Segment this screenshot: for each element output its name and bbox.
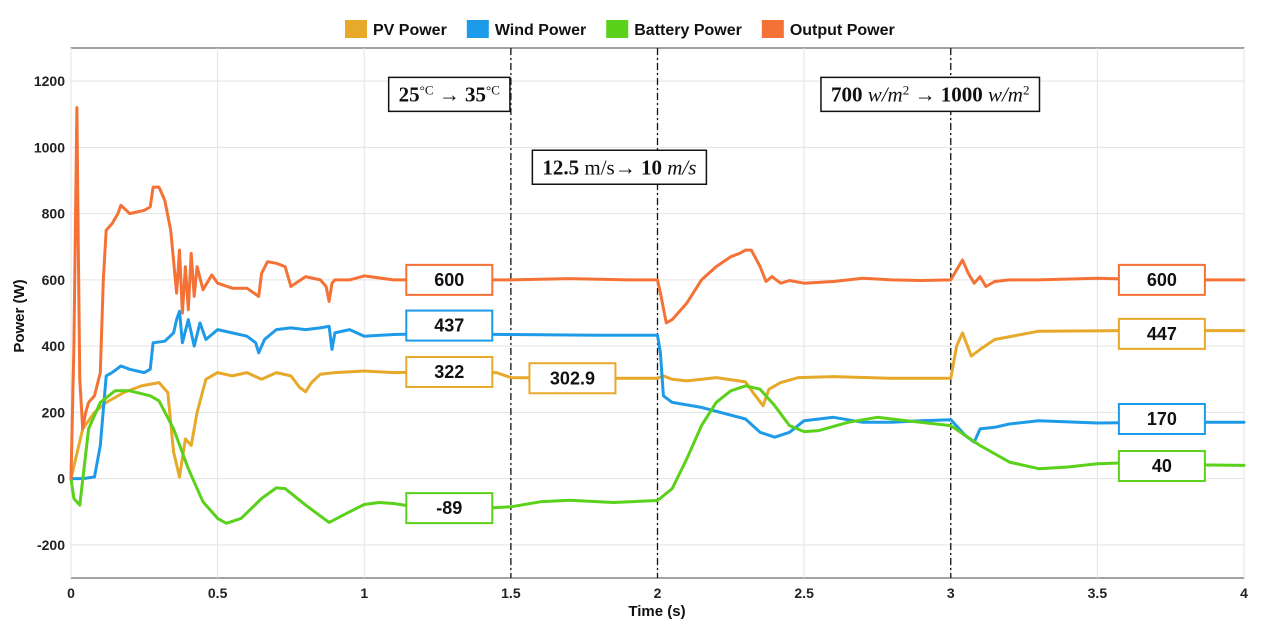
annotation-box: [387, 76, 511, 113]
x-tick-label: 1: [360, 585, 368, 601]
value-label: 40: [1117, 450, 1206, 483]
x-axis-label: Time (s): [628, 603, 685, 620]
annotation-text: 25°C → 35°C: [399, 82, 500, 107]
y-tick-label: -200: [37, 537, 65, 553]
value-label-box: [405, 355, 494, 388]
value-label-text: 40: [1152, 456, 1172, 476]
legend-swatch-output-power: [761, 20, 784, 38]
annotation-box: [820, 76, 1041, 113]
y-axis-label: Power (W): [11, 279, 28, 352]
x-tick-label: 3.5: [1088, 585, 1108, 601]
annotation-part: w/m: [983, 82, 1023, 106]
x-tick-label: 0.5: [208, 585, 228, 601]
annotation-part: m/s: [662, 155, 696, 179]
value-label-box: [528, 362, 617, 395]
legend-swatch-pv-power: [345, 20, 367, 38]
annotation-part: 2: [1023, 82, 1029, 97]
value-label: 437: [405, 309, 494, 342]
value-label-box: [1117, 317, 1206, 350]
annotation-part: 10: [641, 155, 662, 179]
value-label-box: [1117, 263, 1206, 296]
annotation-part: 35: [465, 82, 486, 106]
legend-label-output-power: Output Power: [790, 22, 895, 39]
annotation-part: 2: [903, 82, 910, 97]
annotation-temp: 25°C → 35°C: [387, 76, 511, 113]
legend: PV Power Wind Power Battery Power Output Po…: [345, 20, 895, 39]
y-tick-labels: -200 0 200 400 600 800 1000 1200: [34, 73, 65, 553]
value-label: 600: [405, 263, 494, 296]
annotation-wind: 12.5 m/s→ 10 m/s: [531, 149, 708, 185]
value-label-box: [1117, 403, 1206, 435]
legend-label-pv-power: PV Power: [373, 22, 447, 39]
value-label-text: 302.9: [550, 368, 595, 388]
annotation-text: 12.5 m/s→ 10 m/s: [542, 155, 696, 179]
y-tick-label: 600: [42, 272, 66, 288]
vertical-markers: [510, 48, 952, 578]
annotation-text: 700 w/m2 → 1000 w/m2: [831, 82, 1030, 107]
annotation-part: 12.5: [542, 155, 579, 179]
value-label: 302.9: [528, 362, 617, 395]
y-tick-label: 1000: [34, 139, 65, 155]
annotation-part: w/m: [862, 82, 902, 106]
y-tick-label: 200: [42, 404, 66, 420]
value-label-text: 322: [434, 362, 464, 382]
annotation-part: °C: [486, 82, 500, 97]
annotation-part: 1000: [941, 82, 983, 106]
y-tick-label: 0: [57, 471, 65, 487]
annotation-box: [531, 149, 708, 185]
value-label: 322: [405, 355, 494, 388]
y-tick-label: 400: [42, 338, 66, 354]
value-label: -89: [405, 492, 494, 525]
x-tick-label: 2.5: [794, 585, 814, 601]
value-label-text: 600: [434, 270, 464, 290]
legend-swatch-wind-power: [466, 20, 489, 38]
value-label: 447: [1117, 317, 1206, 350]
legend-swatch-battery-power: [606, 20, 629, 38]
value-label-text: 447: [1147, 324, 1177, 344]
annotation-part: 700: [831, 82, 863, 106]
annotation-part: 25: [399, 82, 420, 106]
legend-label-battery-power: Battery Power: [634, 22, 742, 39]
y-tick-label: 800: [42, 206, 66, 222]
value-label-box: [405, 492, 494, 525]
value-label-box: [1117, 450, 1206, 483]
annotation-irr: 700 w/m2 → 1000 w/m2: [820, 76, 1041, 113]
annotation-part: →: [909, 82, 941, 106]
x-tick-label: 1.5: [501, 585, 521, 601]
y-tick-label: 1200: [34, 73, 65, 89]
x-tick-labels: 0 0.5 1 1.5 2 2.5 3 3.5 4: [67, 585, 1248, 601]
annotation-part: →: [434, 82, 466, 106]
value-label: 170: [1117, 403, 1206, 435]
series-line-battery-power: [69, 384, 1246, 525]
value-label-box: [405, 263, 494, 296]
annotation-part: m/s→: [579, 155, 641, 179]
value-label-text: -89: [436, 498, 462, 518]
series-line-output-power: [69, 106, 1246, 481]
legend-label-wind-power: Wind Power: [495, 22, 586, 39]
value-label-text: 437: [434, 316, 464, 336]
value-labels: 600 437 322 302.9 -89 600 447 170 40: [405, 263, 1206, 525]
value-label-box: [405, 309, 494, 342]
annotation-part: °C: [420, 82, 434, 97]
series-lines: [69, 106, 1246, 525]
value-label-text: 600: [1147, 270, 1177, 290]
x-tick-label: 2: [654, 585, 662, 601]
value-label-text: 170: [1147, 409, 1177, 429]
x-tick-label: 3: [947, 585, 955, 601]
x-tick-label: 4: [1240, 585, 1248, 601]
x-tick-label: 0: [67, 585, 75, 601]
value-label: 600: [1117, 263, 1206, 296]
